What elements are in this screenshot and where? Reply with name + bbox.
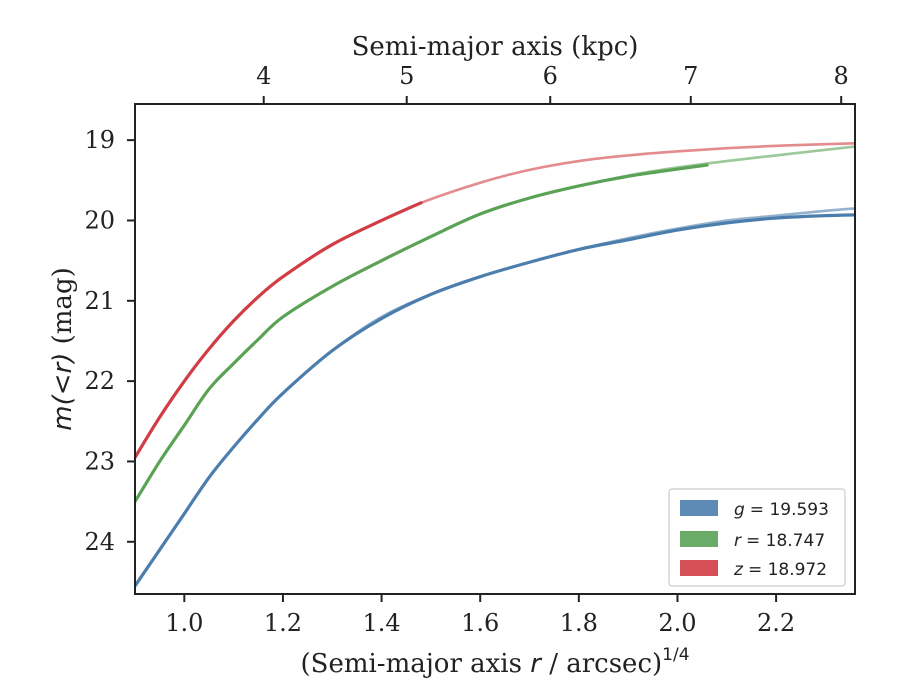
legend-label-r: r = 18.747 xyxy=(734,531,825,551)
top-tick-label: 8 xyxy=(834,62,849,90)
y-axis-title: m(<r) (mag) xyxy=(48,267,78,430)
top-tick-label: 6 xyxy=(543,62,558,90)
y-tick-label: 22 xyxy=(84,367,115,395)
x-axis-title-var: r xyxy=(530,649,543,679)
legend: g = 19.593 r = 18.747 z = 18.972 xyxy=(668,488,846,587)
x-axis-title: (Semi-major axis r / arcsec)1/4 xyxy=(300,645,689,679)
series-layer xyxy=(135,142,855,588)
y-axis-title-math: m(<r) xyxy=(48,353,78,431)
x-tick-label: 1.8 xyxy=(560,609,598,637)
series-r xyxy=(135,145,855,504)
top-tick-label: 7 xyxy=(683,62,698,90)
legend-swatch-z xyxy=(680,560,718,576)
x-tick-label: 1.2 xyxy=(264,609,302,637)
legend-var-g: g xyxy=(734,500,745,520)
x-axis-title-exponent: 1/4 xyxy=(662,645,689,665)
x-axis-title-prefix: (Semi-major axis xyxy=(300,649,530,679)
top-tick-label: 5 xyxy=(399,62,414,90)
y-tick-label: 23 xyxy=(84,447,115,475)
legend-swatch-r xyxy=(680,531,718,547)
series-r-line xyxy=(135,163,709,504)
x-tick-label: 1.6 xyxy=(461,609,499,637)
series-g-line xyxy=(135,213,855,588)
y-tick-label: 20 xyxy=(84,206,115,234)
y-tick-label: 24 xyxy=(84,528,115,556)
legend-label-z: z = 18.972 xyxy=(733,560,827,580)
series-z xyxy=(135,142,855,460)
legend-value-r: = 18.747 xyxy=(746,531,825,551)
legend-value-z: = 18.972 xyxy=(748,560,827,580)
legend-var-r: r xyxy=(734,531,742,551)
plot-frame xyxy=(134,103,856,595)
y-tick-label: 19 xyxy=(84,126,115,154)
x-tick-label: 1.4 xyxy=(362,609,400,637)
series-z-line xyxy=(135,201,423,460)
top-tick-label: 4 xyxy=(256,62,271,90)
x-axis-title-suffix: / arcsec) xyxy=(541,649,662,679)
top-axis-title: Semi-major axis (kpc) xyxy=(352,32,639,62)
legend-swatch-g xyxy=(680,500,718,516)
ticks-layer: 1.0 1.2 1.4 1.6 1.8 2.0 2.2 19 20 21 22 23 24 4 5 6 7 8 xyxy=(84,62,848,637)
series-g xyxy=(135,207,855,588)
legend-label-g: g = 19.593 xyxy=(734,500,829,520)
y-tick-label: 21 xyxy=(84,287,115,315)
legend-var-z: z xyxy=(733,560,744,580)
x-tick-label: 1.0 xyxy=(165,609,203,637)
y-axis-title-unit: (mag) xyxy=(48,267,78,352)
legend-value-g: = 19.593 xyxy=(750,500,829,520)
x-tick-label: 2.2 xyxy=(757,609,795,637)
x-tick-label: 2.0 xyxy=(658,609,696,637)
